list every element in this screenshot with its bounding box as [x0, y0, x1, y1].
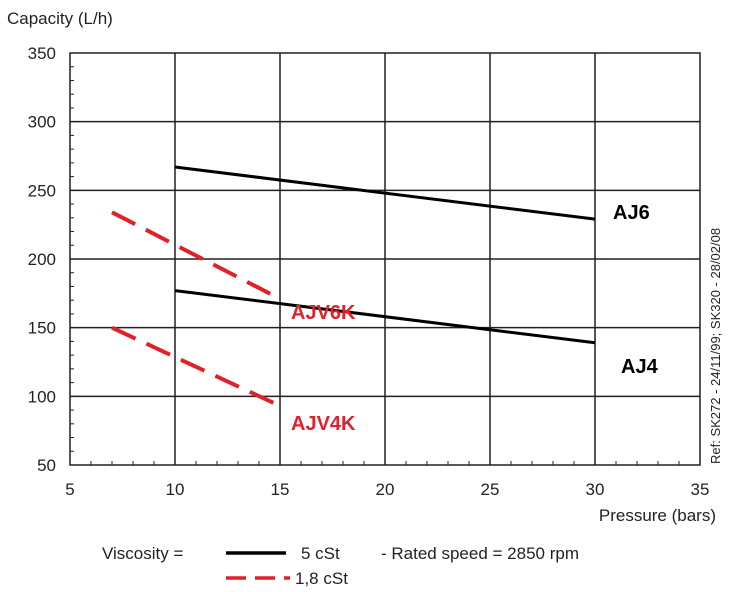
y-tick-label: 150	[28, 319, 56, 338]
grid-lines	[70, 53, 700, 465]
x-tick-label: 10	[166, 480, 185, 499]
series-lines	[111, 165, 596, 408]
series-label-ajv6k: AJV6K	[291, 302, 356, 324]
x-tick-label: 25	[481, 480, 500, 499]
plot-frame	[69, 52, 701, 466]
x-tick-label: 15	[271, 480, 290, 499]
x-tick-label: 20	[376, 480, 395, 499]
series-label-aj6: AJ6	[613, 202, 650, 224]
series-line-ajv4k	[111, 325, 281, 408]
y-tick-label: 50	[37, 456, 56, 475]
legend-solid-label: 5 cSt	[301, 544, 340, 563]
x-tick-label: 30	[586, 480, 605, 499]
x-tick-label: 5	[65, 480, 74, 499]
y-tick-labels: 50 100 150 200 250 300 350	[28, 44, 56, 475]
x-tick-labels: 5 10 15 20 25 30 35	[65, 480, 709, 499]
series-line-aj6	[174, 165, 596, 221]
legend-prefix: Viscosity =	[102, 544, 183, 563]
reference-note: Ref: SK272 - 24/11/99; SK320 - 28/02/08	[708, 228, 723, 464]
y-tick-label: 350	[28, 44, 56, 63]
series-line-aj4	[174, 289, 596, 345]
x-tick-label: 35	[691, 480, 710, 499]
legend-dashed-label: 1,8 cSt	[295, 569, 348, 588]
series-label-ajv4k: AJV4K	[291, 413, 356, 435]
y-tick-label: 300	[28, 113, 56, 132]
y-axis-title: Capacity (L/h)	[7, 9, 113, 28]
y-tick-label: 200	[28, 250, 56, 269]
series-label-aj4: AJ4	[621, 356, 659, 378]
x-axis-title: Pressure (bars)	[599, 506, 716, 525]
y-tick-label: 250	[28, 181, 56, 200]
y-tick-label: 100	[28, 387, 56, 406]
series-line-ajv6k	[111, 210, 281, 301]
legend-rated-speed-note: - Rated speed = 2850 rpm	[381, 544, 579, 563]
legend: Viscosity = 5 cSt - Rated speed = 2850 r…	[102, 544, 579, 588]
series-labels: AJ6 AJ4 AJV6K AJV4K	[291, 202, 659, 435]
